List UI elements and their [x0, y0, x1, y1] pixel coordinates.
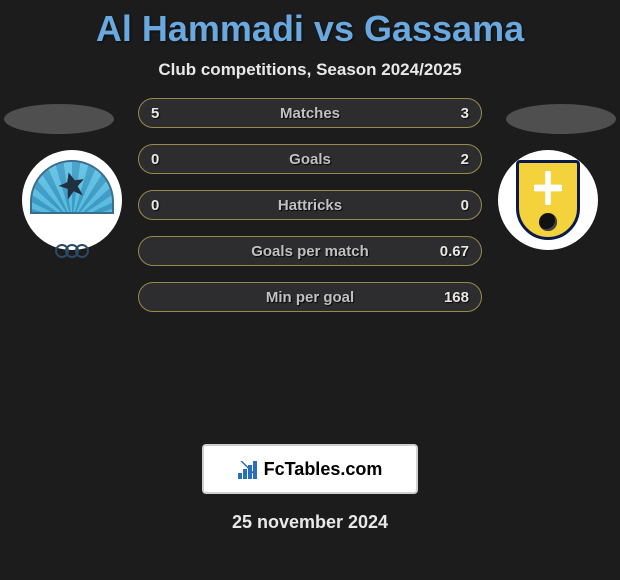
subtitle: Club competitions, Season 2024/2025 [0, 54, 620, 98]
stat-right-value: 3 [437, 105, 469, 122]
date-label: 25 november 2024 [0, 494, 620, 533]
shadow-oval-right [506, 104, 616, 134]
stat-left-value: 0 [151, 197, 183, 214]
bar-chart-icon [238, 459, 260, 479]
stat-rows: 5 Matches 3 0 Goals 2 0 Hattricks 0 Goal… [138, 98, 482, 312]
stat-left-value: 0 [151, 151, 183, 168]
stat-label: Min per goal [266, 289, 354, 306]
shadow-oval-left [4, 104, 114, 134]
stat-label: Goals [289, 151, 331, 168]
stat-right-value: 0.67 [437, 243, 469, 260]
stats-arena: 5 Matches 3 0 Goals 2 0 Hattricks 0 Goal… [0, 98, 620, 328]
stat-row-goals: 0 Goals 2 [138, 144, 482, 174]
stat-label: Matches [280, 105, 340, 122]
stat-left-value: 5 [151, 105, 183, 122]
stat-right-value: 168 [437, 289, 469, 306]
brand-text: FcTables.com [264, 459, 383, 480]
brand-box[interactable]: FcTables.com [202, 444, 418, 494]
stat-right-value: 2 [437, 151, 469, 168]
stat-row-min-per-goal: Min per goal 168 [138, 282, 482, 312]
club-badge-left [22, 150, 122, 250]
stat-row-goals-per-match: Goals per match 0.67 [138, 236, 482, 266]
page-title: Al Hammadi vs Gassama [0, 2, 620, 54]
stat-right-value: 0 [437, 197, 469, 214]
club-badge-right [498, 150, 598, 250]
stat-row-hattricks: 0 Hattricks 0 [138, 190, 482, 220]
stat-row-matches: 5 Matches 3 [138, 98, 482, 128]
stat-label: Goals per match [251, 243, 369, 260]
comparison-card: Al Hammadi vs Gassama Club competitions,… [0, 0, 620, 533]
stat-label: Hattricks [278, 197, 342, 214]
club-crest-right [516, 160, 580, 240]
club-crest-left [30, 160, 114, 214]
